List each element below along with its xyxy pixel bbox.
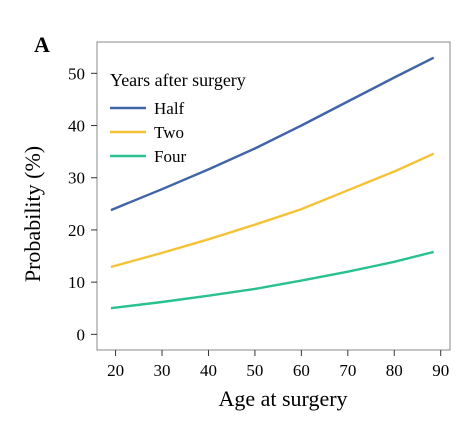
panel-label: A — [34, 32, 50, 57]
y-tick-label: 0 — [77, 325, 86, 344]
x-tick-label: 20 — [107, 361, 124, 380]
y-axis: 0 10 20 30 40 50 — [68, 64, 97, 344]
plot-area-border — [96, 41, 451, 351]
x-tick-label: 30 — [154, 361, 171, 380]
legend-label-four: Four — [154, 147, 186, 166]
legend-title: Years after surgery — [110, 70, 246, 90]
y-tick-label: 50 — [68, 64, 85, 83]
legend-label-two: Two — [154, 123, 184, 142]
y-tick-label: 40 — [68, 117, 85, 136]
x-tick-label: 50 — [246, 361, 263, 380]
x-tick-label: 90 — [432, 361, 449, 380]
series-lines — [110, 56, 435, 310]
plot-frame — [96, 41, 451, 351]
y-tick-label: 20 — [68, 221, 85, 240]
x-tick-label: 40 — [200, 361, 217, 380]
series-line-two — [110, 152, 435, 269]
x-tick-label: 70 — [339, 361, 356, 380]
series-line-four — [110, 250, 434, 310]
legend: Years after surgery Half Two Four — [110, 70, 246, 166]
x-tick-label: 80 — [386, 361, 403, 380]
x-axis-label: Age at surgery — [218, 386, 347, 411]
y-axis-label: Probability (%) — [20, 146, 45, 282]
series-line-half — [110, 56, 435, 212]
y-tick-label: 10 — [68, 273, 85, 292]
x-tick-label: 60 — [293, 361, 310, 380]
y-tick-label: 30 — [68, 169, 85, 188]
legend-label-half: Half — [154, 99, 185, 118]
x-axis: 20 30 40 50 60 70 80 90 — [107, 350, 449, 380]
